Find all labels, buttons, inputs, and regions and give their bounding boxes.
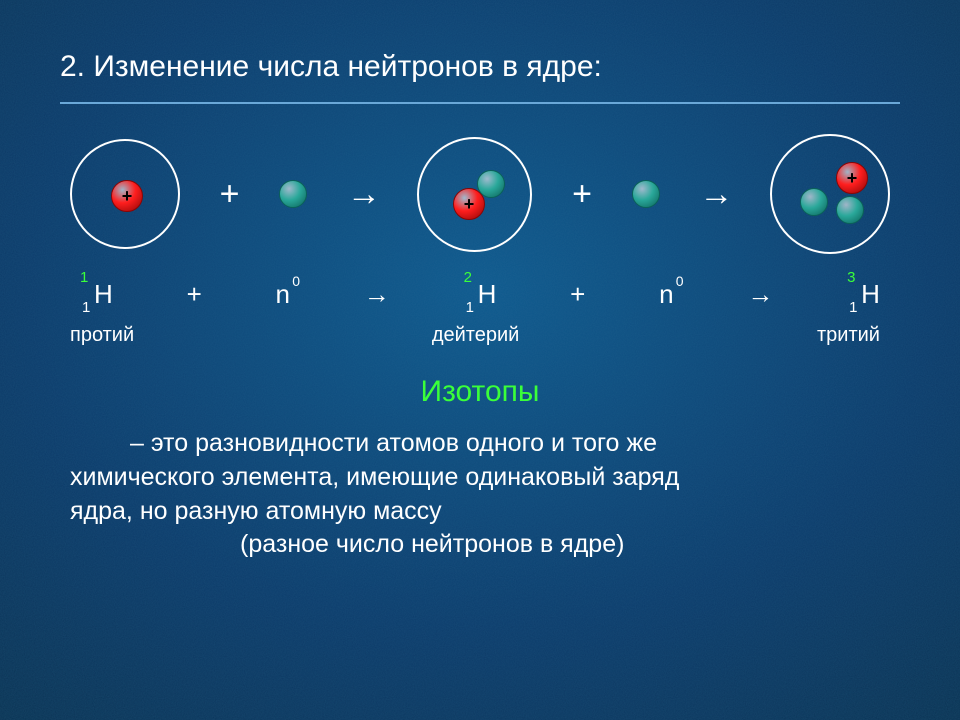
- atom-3: +: [770, 134, 890, 254]
- isotope-symbol: 21H: [464, 279, 497, 310]
- atomic-number: 1: [466, 299, 474, 316]
- isotope-names: протий дейтерий тритий: [60, 324, 900, 347]
- plus-icon: +: [187, 279, 202, 310]
- slide-title: 2. Изменение числа нейтронов в ядре:: [60, 50, 900, 92]
- name-protium: протий: [70, 324, 134, 347]
- name-deuterium: дейтерий: [432, 324, 520, 347]
- neutron-particle: [836, 196, 864, 224]
- proton-particle: +: [836, 162, 868, 194]
- free-neutron: [632, 180, 660, 208]
- element-symbol: H: [94, 279, 113, 309]
- element-symbol: H: [478, 279, 497, 309]
- neutron-particle: [800, 188, 828, 216]
- neutron-symbol: n0: [276, 279, 290, 310]
- neutron-particle: [477, 170, 505, 198]
- free-neutron: [279, 180, 307, 208]
- atomic-number: 1: [849, 299, 857, 316]
- arrow-icon: →: [699, 175, 730, 214]
- def-line-4: (разное число нейтронов в ядре): [70, 528, 890, 562]
- subheading: Изотопы: [60, 375, 900, 409]
- title-underline: [60, 102, 900, 104]
- diagram-row: + + → + + → +: [60, 134, 900, 254]
- atomic-number: 1: [82, 299, 90, 316]
- arrow-icon: →: [347, 175, 378, 214]
- atom-1: +: [70, 139, 180, 249]
- name-tritium: тритий: [817, 324, 880, 347]
- plus-icon: +: [570, 279, 585, 310]
- background: [0, 0, 960, 720]
- proton-particle: +: [111, 180, 143, 212]
- arrow-icon: →: [747, 279, 773, 310]
- slide: 2. Изменение числа нейтронов в ядре: + + →…: [0, 0, 960, 720]
- arrow-icon: →: [364, 279, 390, 310]
- element-symbol: H: [861, 279, 880, 309]
- neutron-symbol: n0: [659, 279, 673, 310]
- atom-2: +: [417, 137, 532, 252]
- def-line-3: ядра, но разную атомную массу: [70, 495, 890, 529]
- plus-icon: +: [572, 175, 592, 214]
- def-line-1: – это разновидности атомов одного и того…: [70, 427, 890, 461]
- isotope-symbol: 31H: [847, 279, 880, 310]
- definition: – это разновидности атомов одного и того…: [60, 427, 900, 562]
- formula-row: 11H + n0 → 21H + n0 → 31H: [60, 279, 900, 310]
- mass-number: 2: [464, 269, 472, 286]
- plus-icon: +: [220, 175, 240, 214]
- isotope-symbol: 11H: [80, 279, 113, 310]
- mass-number: 1: [80, 269, 88, 286]
- def-line-2: химического элемента, имеющие одинаковый…: [70, 461, 890, 495]
- mass-number: 3: [847, 269, 855, 286]
